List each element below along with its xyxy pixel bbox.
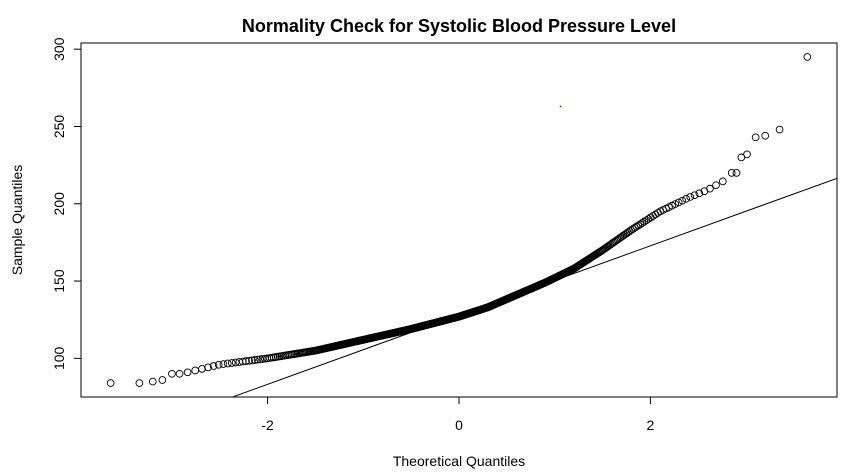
y-tick-label: 200 bbox=[51, 192, 67, 216]
sample-point bbox=[706, 184, 714, 193]
sample-point bbox=[609, 238, 618, 247]
sample-point bbox=[191, 366, 200, 375]
sample-point bbox=[605, 241, 614, 250]
sample-point bbox=[608, 239, 617, 248]
sample-point bbox=[250, 356, 259, 364]
sample-point bbox=[718, 177, 727, 186]
sample-point bbox=[761, 131, 770, 140]
sample-point bbox=[135, 379, 144, 387]
sample-point bbox=[168, 369, 176, 378]
sample-point bbox=[642, 216, 651, 225]
sample-point bbox=[227, 359, 236, 367]
sample-point bbox=[803, 53, 812, 61]
y-axis-label: Sample Quantiles bbox=[9, 165, 25, 276]
sample-point bbox=[175, 369, 184, 378]
sample-point bbox=[253, 355, 262, 364]
sample-point bbox=[737, 153, 746, 162]
sample-point bbox=[674, 198, 683, 207]
sample-point bbox=[248, 356, 256, 365]
sample-point bbox=[751, 133, 760, 142]
y-tick-label: 250 bbox=[51, 115, 67, 139]
sample-point bbox=[607, 240, 615, 249]
sample-point bbox=[223, 359, 232, 368]
sample-point bbox=[242, 357, 250, 366]
sample-point bbox=[204, 363, 212, 372]
sample-point bbox=[682, 194, 691, 203]
sample-point bbox=[690, 191, 699, 200]
sample-point bbox=[158, 376, 167, 384]
sample-point bbox=[634, 221, 643, 230]
sample-point bbox=[775, 125, 784, 134]
sample-point bbox=[640, 217, 649, 226]
sample-point bbox=[638, 219, 647, 227]
sample-point bbox=[686, 193, 695, 201]
x-axis: -2 0 2 bbox=[261, 397, 654, 433]
sample-points bbox=[106, 53, 812, 387]
y-tick-label: 300 bbox=[51, 37, 67, 61]
sample-point bbox=[636, 220, 645, 229]
reference-line bbox=[231, 177, 837, 397]
sample-point bbox=[743, 150, 751, 159]
sample-point bbox=[732, 169, 741, 177]
sample-point bbox=[727, 169, 736, 177]
sample-point bbox=[678, 196, 687, 205]
y-axis: 100 150 200 250 300 bbox=[51, 37, 81, 370]
x-axis-label: Theoretical Quantiles bbox=[393, 453, 525, 469]
sample-point bbox=[148, 377, 157, 386]
sample-point bbox=[695, 189, 704, 198]
y-tick-label: 100 bbox=[51, 346, 67, 370]
x-tick-label: 0 bbox=[455, 417, 463, 433]
stray-dot bbox=[559, 105, 562, 108]
sample-point bbox=[209, 362, 218, 370]
sample-point bbox=[256, 355, 264, 364]
sample-point bbox=[183, 368, 192, 377]
chart-title: Normality Check for Systolic Blood Press… bbox=[242, 16, 676, 36]
sample-point bbox=[214, 360, 223, 369]
y-tick-label: 150 bbox=[51, 269, 67, 293]
sample-point bbox=[712, 181, 720, 190]
x-tick-label: 2 bbox=[646, 417, 654, 433]
sample-point bbox=[198, 364, 206, 373]
plot-frame bbox=[80, 42, 838, 398]
sample-point bbox=[632, 222, 641, 231]
x-tick-label: -2 bbox=[261, 417, 274, 433]
sample-point bbox=[219, 360, 228, 368]
sample-point bbox=[106, 379, 115, 387]
sample-point bbox=[245, 356, 253, 365]
